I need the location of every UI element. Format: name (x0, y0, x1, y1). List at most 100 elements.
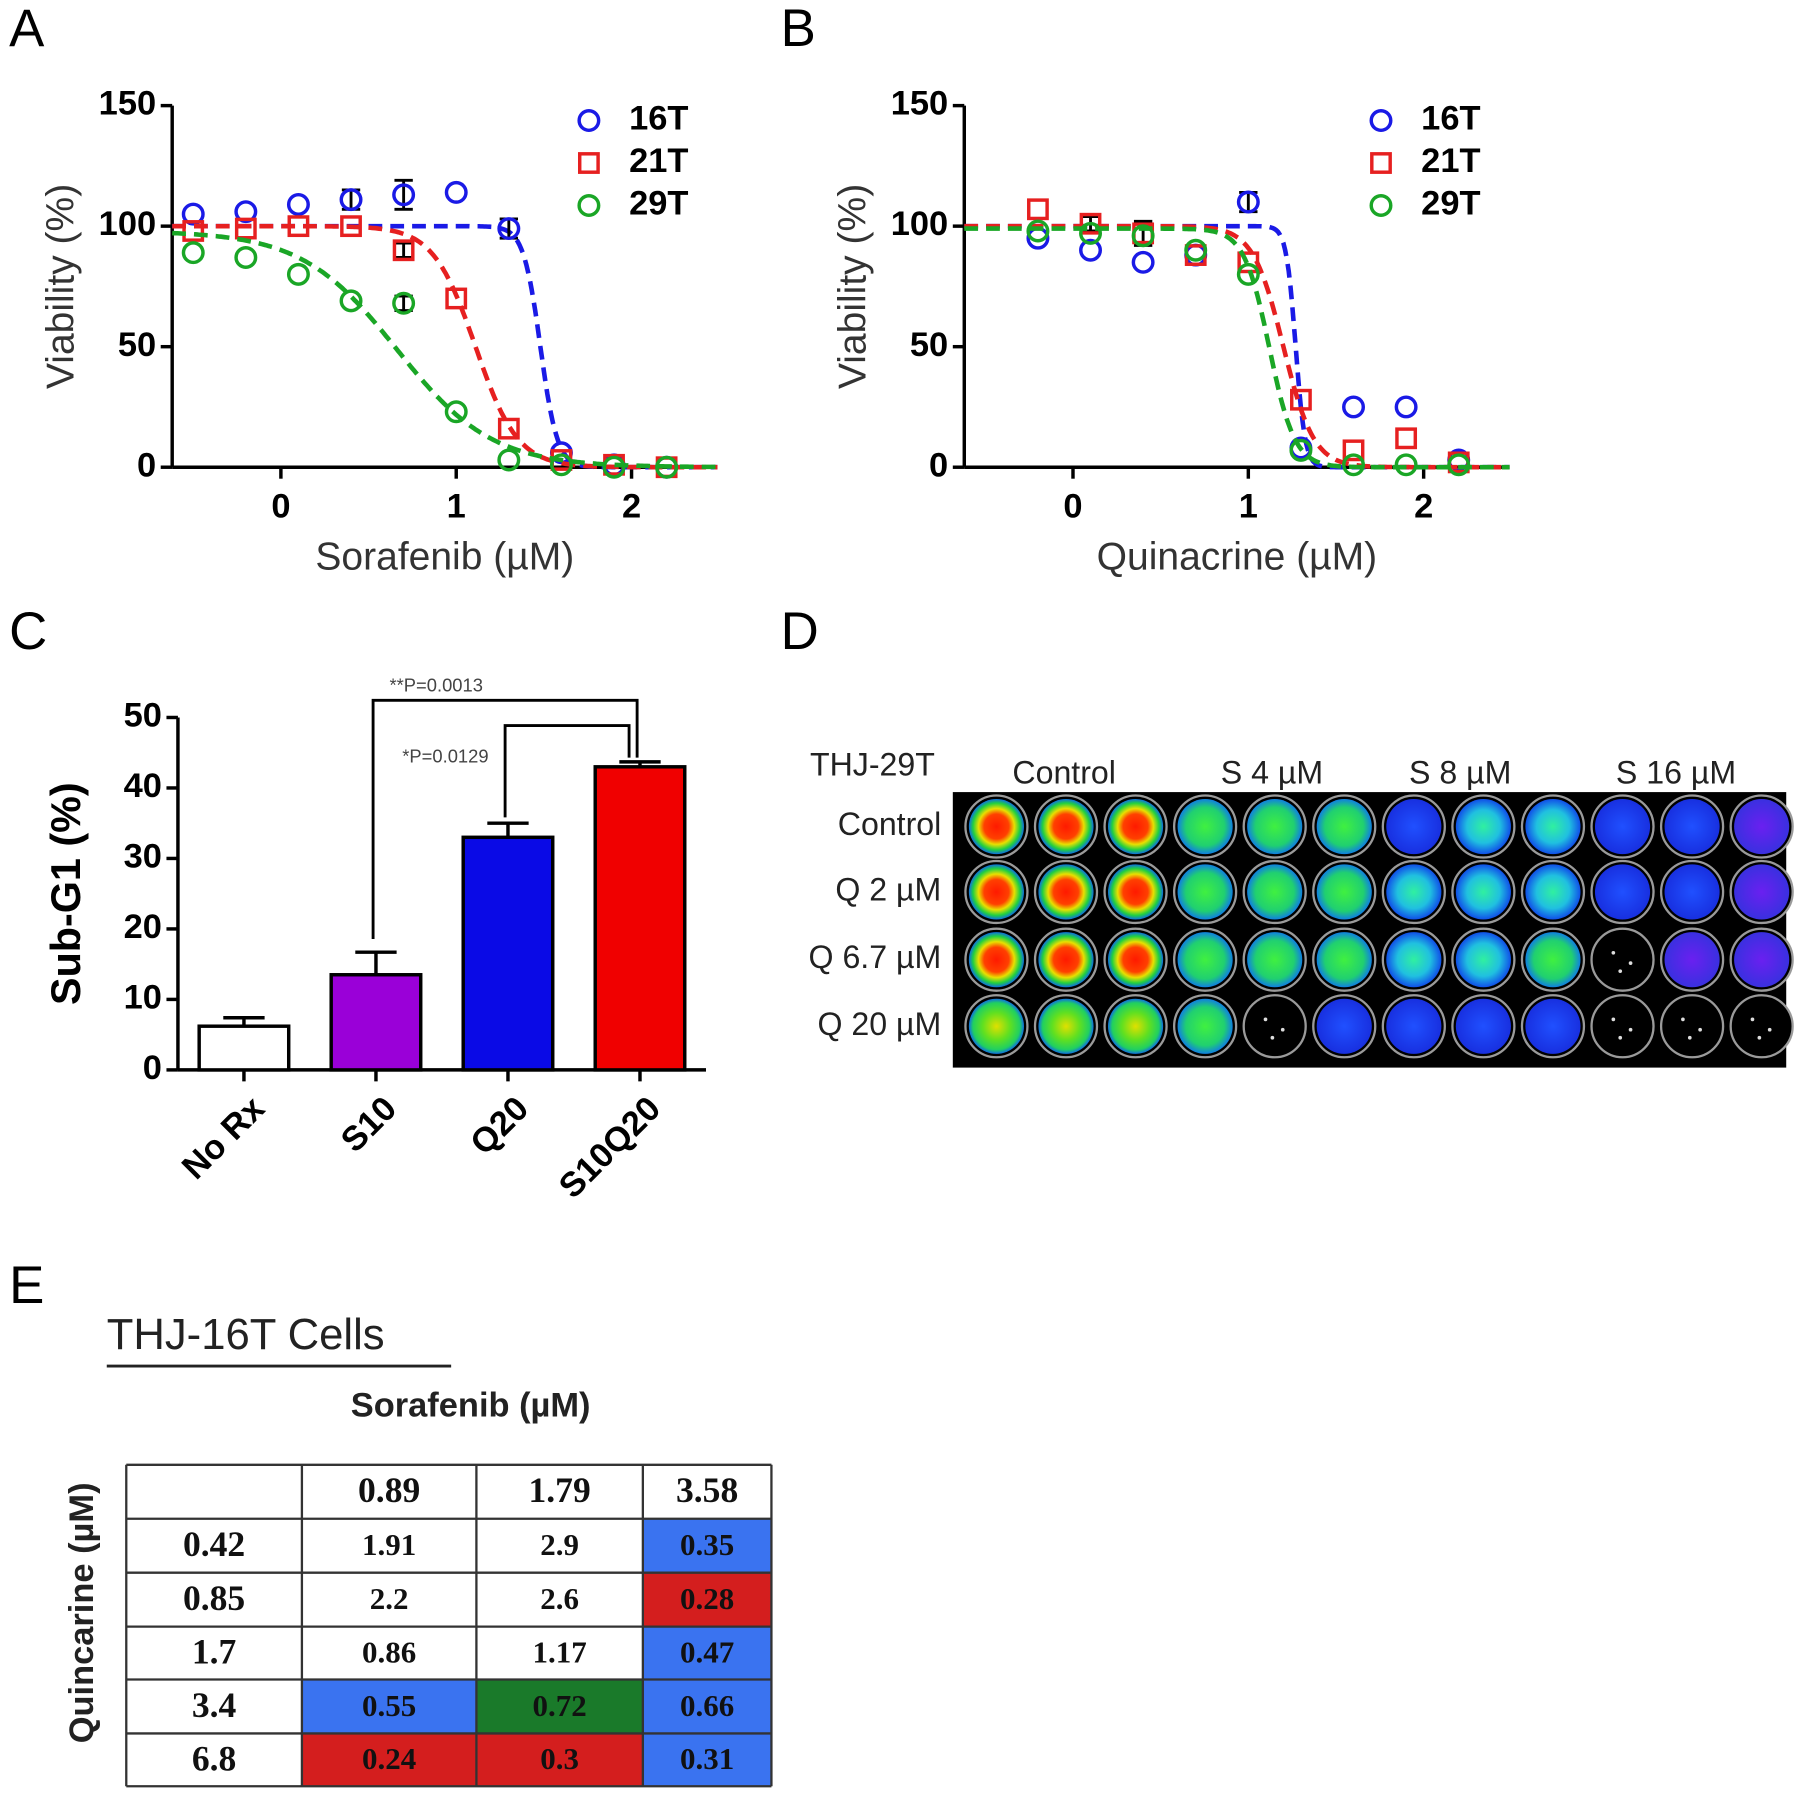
plate-row-label: Q 6.7 µM (809, 939, 942, 975)
row-header: 0.85 (183, 1578, 245, 1618)
plate-image (952, 792, 1794, 1068)
well-signal (1386, 864, 1442, 920)
well-signal (1734, 798, 1790, 855)
y-axis-title: Viability (%) (39, 184, 82, 389)
error-bar (394, 241, 413, 259)
data-point (1079, 221, 1103, 245)
row-header: 0.42 (183, 1524, 245, 1564)
data-point (1131, 224, 1155, 248)
data-point (1290, 388, 1312, 411)
plate-column-label: Control (1012, 754, 1116, 790)
well-signal (1386, 998, 1442, 1054)
fit-curve (172, 230, 718, 470)
data-point (234, 200, 258, 224)
legend-marker (1369, 109, 1393, 133)
plate-row-label: Q 2 µM (835, 871, 941, 907)
data-point (1236, 190, 1260, 214)
data-point (339, 289, 363, 313)
y-tick-label: 50 (910, 326, 948, 364)
well-signal (1734, 864, 1790, 920)
cell-value: 2.9 (540, 1527, 579, 1562)
data-point (497, 217, 521, 241)
column-header: 3.58 (676, 1470, 738, 1510)
data-point (392, 239, 415, 262)
y-tick-label: 0 (929, 446, 948, 484)
well-signal (1316, 864, 1372, 920)
plate-column-label: S 4 µM (1221, 754, 1323, 790)
cell-value: 0.47 (680, 1634, 734, 1669)
row-header: 3.4 (192, 1685, 237, 1725)
error-bar (487, 821, 529, 838)
well-ring (1242, 994, 1307, 1059)
data-point (1026, 219, 1050, 243)
data-point (655, 455, 679, 479)
well-signal (1038, 932, 1094, 988)
legend-marker (1369, 194, 1393, 217)
significance-label: *P=0.0129 (402, 745, 488, 766)
well-signal (1177, 798, 1233, 855)
legend-marker (577, 109, 601, 133)
cell-highlight (642, 1679, 772, 1734)
well-signal (1386, 932, 1442, 988)
panel-label: E (9, 1256, 44, 1315)
well-speck (1628, 1027, 1633, 1032)
data-point (339, 188, 363, 212)
column-header: 0.89 (358, 1470, 420, 1510)
column-title: Sorafenib (µM) (351, 1386, 591, 1424)
x-tick-label: 2 (622, 488, 641, 526)
well-speck (1750, 1017, 1755, 1022)
well-signal (1594, 864, 1651, 920)
data-point (1027, 198, 1049, 221)
significance-bracket (503, 724, 631, 818)
x-tick-label: 1 (447, 488, 466, 526)
bar (461, 835, 555, 1072)
well-signal (1247, 798, 1303, 855)
synergy-table: 0.89 1.79 3.58 0.42 1.91 2.9 0.35 0.85 2.2 2.6 0.2… (125, 1463, 773, 1788)
data-point (1395, 427, 1418, 450)
row-header: 1.7 (192, 1632, 236, 1672)
well-speck (1767, 1027, 1772, 1032)
cell-value: 0.72 (533, 1688, 587, 1723)
fit-curve (964, 223, 1510, 470)
well-speck (1698, 1027, 1702, 1032)
well-signal (1594, 798, 1651, 855)
well-signal (1525, 932, 1581, 988)
well-signal (1108, 864, 1164, 920)
well-signal (1455, 798, 1511, 855)
well-signal (1038, 798, 1094, 855)
well-signal (1455, 864, 1511, 920)
y-tick-label: 20 (124, 908, 162, 946)
legend-label: 29T (1421, 185, 1480, 223)
plate-column-label: S 8 µM (1409, 754, 1511, 790)
data-point (340, 215, 362, 238)
data-point (497, 448, 521, 472)
legend-label: 21T (1421, 142, 1480, 180)
well-speck (1611, 1017, 1616, 1022)
cell-value: 2.2 (370, 1581, 409, 1616)
cell-highlight (476, 1679, 643, 1734)
legend-label: 29T (629, 185, 688, 223)
data-point (286, 262, 310, 286)
y-axis-title: Sub-G1 (%) (43, 782, 89, 1005)
y-tick-label: 100 (99, 205, 156, 243)
y-tick-label: 100 (891, 205, 948, 243)
data-point (1131, 250, 1155, 274)
well-ring (1590, 927, 1655, 992)
cell-value: 0.3 (540, 1741, 579, 1776)
data-point (1236, 262, 1260, 286)
x-tick-label: 1 (1239, 488, 1258, 526)
well-signal (1455, 932, 1511, 988)
data-point (234, 246, 258, 269)
well-speck (1270, 1035, 1275, 1040)
x-tick-label: Q20 (463, 1090, 536, 1163)
panel-label: C (9, 602, 47, 661)
y-tick-label: 150 (99, 85, 156, 123)
cell-highlight (301, 1679, 477, 1734)
row-title: Quincarine (µM) (63, 1482, 101, 1743)
data-point (1342, 439, 1365, 462)
x-tick-label: No Rx (175, 1090, 272, 1187)
x-tick-label: 2 (1414, 488, 1433, 526)
y-tick-label: 50 (124, 697, 162, 735)
data-point (1447, 453, 1471, 477)
cell-value: 2.6 (540, 1581, 579, 1616)
